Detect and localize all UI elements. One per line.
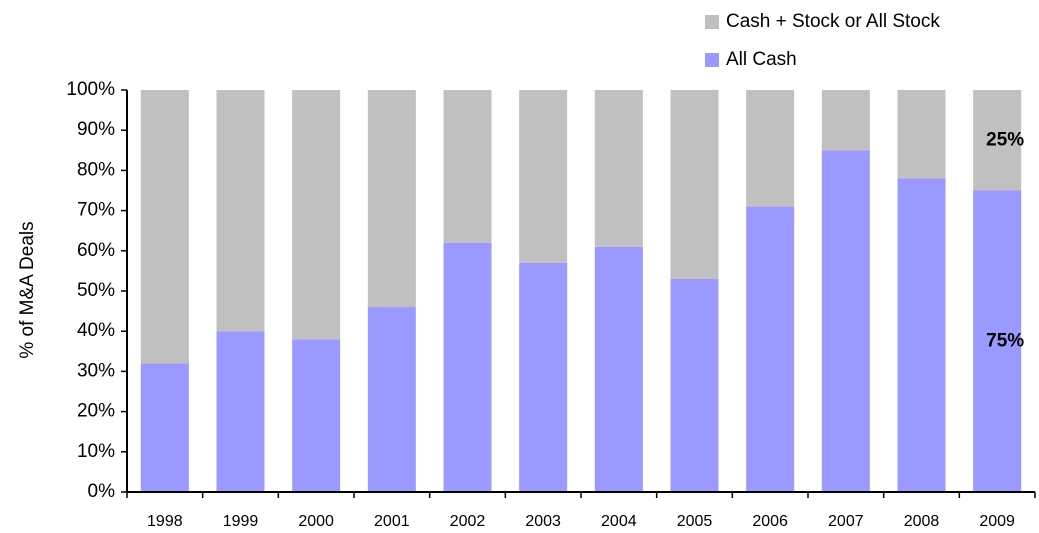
bar-segment [443,90,492,243]
bar-segment [670,90,719,279]
y-tick-label: 60% [77,240,115,261]
y-tick-label: 30% [77,360,115,381]
x-tick-label: 2009 [979,513,1015,530]
data-label: 75% [986,330,1024,351]
x-tick-label: 2007 [828,513,864,530]
x-tick-label: 2005 [677,513,713,530]
bar-segment [821,90,870,151]
y-tick-label: 0% [88,481,116,502]
bar-segment [216,90,265,332]
legend-swatch [705,53,719,67]
y-axis-title: % of M&A Deals [17,221,38,358]
bar-segment [746,90,795,207]
bar-segment [519,262,568,492]
y-tick-label: 100% [66,79,115,100]
legend-swatch [705,15,719,29]
x-tick-label: 2002 [450,513,486,530]
x-tick-label: 1999 [223,513,259,530]
bar-segment [140,90,189,364]
bar-segment [821,150,870,493]
bar-segment [594,90,643,247]
bar-segment [292,339,341,492]
bar-segment [216,331,265,492]
bar-segment [519,90,568,263]
bar-segment [367,307,416,492]
y-tick-label: 70% [77,200,115,221]
y-tick-label: 40% [77,320,115,341]
y-tick-label: 80% [77,159,115,180]
bar-segment [897,90,946,179]
bar-segment [367,90,416,308]
bar-segment [897,178,946,492]
y-tick-label: 90% [77,119,115,140]
legend-label: All Cash [726,49,797,70]
bar-segment [746,206,795,492]
x-tick-label: 2000 [298,513,334,530]
bar-segment [292,90,341,340]
x-tick-label: 2003 [525,513,561,530]
bar-segment [443,242,492,492]
y-tick-label: 10% [77,441,115,462]
bar-segment [973,190,1022,492]
y-tick-label: 50% [77,280,115,301]
bar-segment [670,278,719,492]
bar-segment [973,90,1022,191]
data-label: 25% [986,129,1024,150]
bar-segment [140,363,189,492]
x-tick-label: 2008 [904,513,940,530]
x-tick-label: 1998 [147,513,183,530]
legend-label: Cash + Stock or All Stock [726,11,940,32]
x-tick-label: 2006 [752,513,788,530]
x-tick-label: 2004 [601,513,637,530]
x-tick-label: 2001 [374,513,410,530]
bar-segment [594,246,643,492]
y-tick-label: 20% [77,401,115,422]
